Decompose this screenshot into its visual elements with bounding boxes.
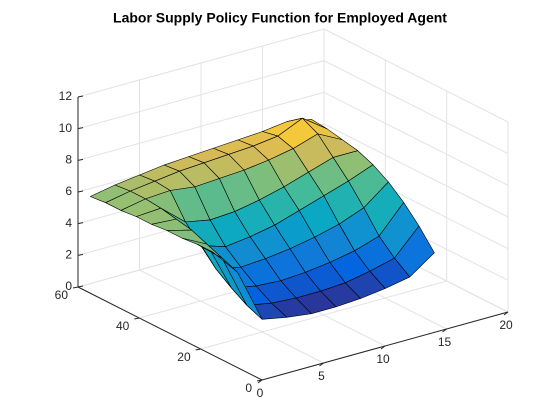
x-tick-label: 5 xyxy=(318,369,325,383)
grid-line xyxy=(323,60,509,155)
z-tick-label: 0 xyxy=(65,279,72,293)
grid-line xyxy=(323,91,509,186)
grid-line xyxy=(200,280,447,350)
x-tick xyxy=(503,311,509,316)
x-tick-label: 20 xyxy=(499,318,513,332)
z-tick-label: 10 xyxy=(59,121,73,135)
x-tick-label: 15 xyxy=(438,335,452,349)
x-tick xyxy=(442,328,447,333)
z-tick xyxy=(77,158,84,161)
y-tick-label: 0 xyxy=(245,381,252,395)
z-tick xyxy=(77,190,84,193)
chart-title: Labor Supply Policy Function for Employe… xyxy=(113,10,447,26)
z-tick-label: 8 xyxy=(65,153,72,167)
x-tick-label: 10 xyxy=(376,352,390,366)
y-tick xyxy=(134,317,140,320)
z-tick xyxy=(77,222,84,225)
z-tick xyxy=(77,127,84,130)
z-tick-label: 4 xyxy=(65,216,72,230)
y-tick-label: 40 xyxy=(116,319,130,333)
z-tick xyxy=(77,285,84,288)
y-tick-label: 60 xyxy=(55,288,69,302)
y-tick xyxy=(256,379,263,382)
grid-line xyxy=(139,269,324,364)
x-tick-label: 0 xyxy=(257,386,264,400)
x-tick xyxy=(380,345,386,350)
z-tick xyxy=(77,253,84,256)
z-tick-label: 12 xyxy=(59,89,73,103)
y-tick xyxy=(72,286,79,289)
z-tick xyxy=(77,95,84,98)
z-tick-label: 2 xyxy=(65,248,72,262)
x-tick xyxy=(319,362,324,367)
z-tick-label: 6 xyxy=(65,184,72,198)
y-tick xyxy=(195,348,201,351)
grid-line xyxy=(323,28,509,123)
grid-line xyxy=(323,123,509,218)
y-axis xyxy=(77,286,263,381)
surface-face xyxy=(197,244,238,273)
y-tick-label: 20 xyxy=(177,350,191,364)
